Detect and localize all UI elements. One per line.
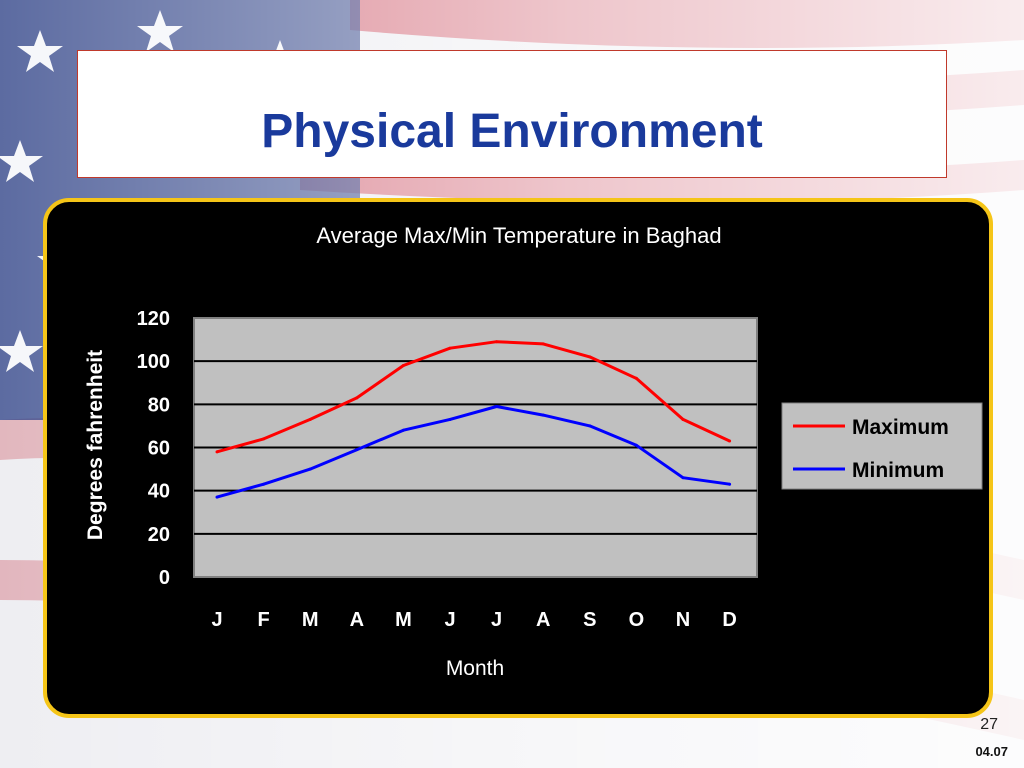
slide-title: Physical Environment (261, 105, 763, 158)
x-tick-label: M (395, 609, 412, 631)
x-tick-label: N (676, 609, 690, 631)
x-tick-label: O (629, 609, 645, 631)
x-tick-label: M (302, 609, 319, 631)
y-tick-label: 120 (137, 308, 170, 330)
x-axis-label: Month (446, 657, 504, 680)
data-point-maximum (634, 376, 638, 380)
data-point-minimum (401, 428, 405, 432)
data-point-minimum (308, 467, 312, 471)
data-point-maximum (215, 450, 219, 454)
data-point-minimum (588, 424, 592, 428)
data-point-maximum (308, 417, 312, 421)
x-tick-label: A (350, 609, 364, 631)
x-tick-label: S (583, 609, 596, 631)
data-point-maximum (495, 340, 499, 344)
y-axis-label: Degrees fahrenheit (84, 350, 107, 540)
data-point-maximum (728, 439, 732, 443)
legend-label-minimum: Minimum (852, 459, 944, 482)
data-point-minimum (541, 413, 545, 417)
data-point-minimum (495, 404, 499, 408)
data-point-minimum (262, 482, 266, 486)
data-point-maximum (355, 396, 359, 400)
footer-date: 04.07 (975, 744, 1008, 759)
data-point-minimum (355, 448, 359, 452)
data-point-maximum (541, 342, 545, 346)
title-box: Physical Environment (77, 50, 947, 178)
y-tick-label: 80 (148, 394, 170, 416)
slide-number: 27 (980, 716, 998, 733)
x-tick-label: F (257, 609, 269, 631)
series-line-maximum (216, 340, 731, 454)
data-point-maximum (588, 355, 592, 359)
legend-box (781, 402, 983, 490)
x-tick-label: A (536, 609, 550, 631)
data-point-maximum (401, 363, 405, 367)
data-point-maximum (681, 417, 685, 421)
x-tick-label: J (211, 609, 222, 631)
data-point-minimum (215, 495, 219, 499)
chart-title: Average Max/Min Temperature in Baghad (316, 223, 721, 248)
y-tick-label: 20 (148, 524, 170, 546)
y-tick-label: 40 (148, 481, 170, 503)
data-point-minimum (681, 476, 685, 480)
data-point-maximum (448, 346, 452, 350)
y-tick-label: 60 (148, 438, 170, 460)
x-tick-label: J (491, 609, 502, 631)
legend-label-maximum: Maximum (852, 416, 949, 439)
series-line-minimum (216, 405, 730, 499)
y-tick-label: 100 (137, 351, 170, 373)
data-point-minimum (728, 482, 732, 486)
data-point-maximum (262, 437, 266, 441)
data-point-minimum (448, 417, 452, 421)
x-tick-label: D (722, 609, 736, 631)
data-point-minimum (634, 443, 638, 447)
x-tick-label: J (444, 609, 455, 631)
y-tick-label: 0 (159, 567, 170, 589)
